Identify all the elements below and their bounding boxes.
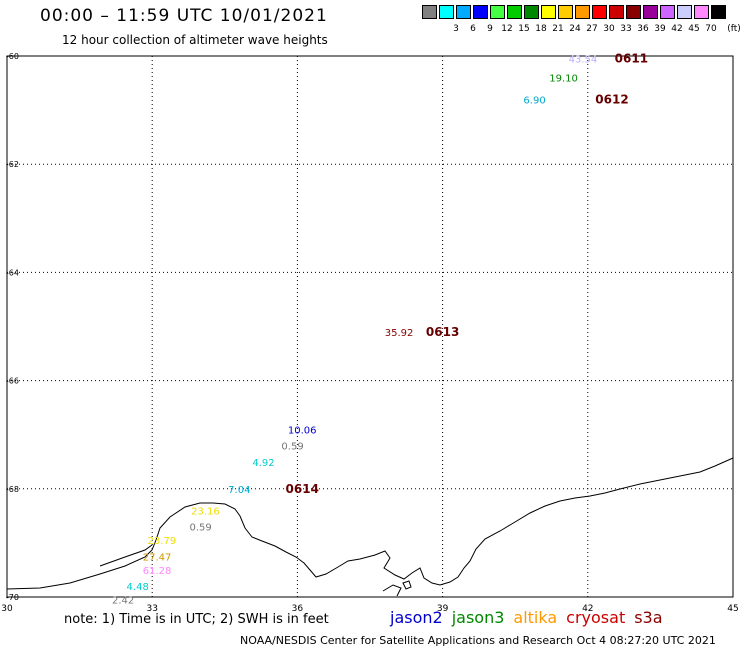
island-outline [402,580,412,590]
y-tick-label: -68 [6,485,19,494]
color-scale-tick: 18 [535,24,547,34]
swh-data-label: 23.79 [148,536,177,547]
color-scale-swatch [490,5,505,19]
ice-shelf-edge [99,544,153,567]
color-scale-tick: 27 [586,24,598,34]
swh-data-label: 6.90 [523,95,545,106]
color-scale-swatch [473,5,488,19]
coastline [6,457,734,590]
color-scale-unit: (ft) [727,24,740,34]
x-tick-label: 42 [582,604,593,614]
color-scale-swatch [643,5,658,19]
color-scale-swatch [422,5,437,19]
y-tick-label: -64 [6,268,19,277]
swh-data-label: 27.47 [143,552,172,563]
swh-data-label: 35.92 [385,328,414,339]
color-scale-swatch [507,5,522,19]
color-scale-tick: 33 [620,24,632,34]
plot-frame [6,55,734,598]
units-note: note: 1) Time is in UTC; 2) SWH is in fe… [64,612,329,627]
swh-data-label: 7.04 [228,485,250,496]
y-tick-label: -60 [6,52,19,61]
color-scale-tick: 36 [637,24,649,34]
legend-entry-s3a: s3a [634,608,663,627]
legend-entry-jason2: jason2 [390,608,443,627]
color-scale-tick: 21 [552,24,564,34]
swh-data-label: 2.42 [112,596,134,607]
swh-data-label: 4.48 [127,582,149,593]
color-scale-swatch [609,5,624,19]
credit-line: NOAA/NESDIS Center for Satellite Applica… [240,634,716,647]
swh-data-label: 10.06 [288,425,317,436]
y-tick-label: -70 [6,593,19,602]
color-scale-tick: 3 [453,24,459,34]
swh-data-label: 0.59 [189,523,211,534]
legend-entry-jason3: jason3 [451,608,505,627]
color-scale-swatch [592,5,607,19]
color-scale-swatch [677,5,692,19]
color-scale-swatch [694,5,709,19]
color-scale-swatch [524,5,539,19]
satellite-legend: jason2 jason3 altika cryosat s3a [390,608,672,627]
color-scale-tick: 39 [654,24,666,34]
x-tick-label: 33 [146,604,157,614]
color-scale-swatch [439,5,454,19]
color-scale-tick: 70 [705,24,717,34]
swh-data-label: 43.54 [569,55,598,66]
x-tick-label: 39 [437,604,449,614]
color-scale-swatch [575,5,590,19]
color-scale-tick: 42 [671,24,683,34]
color-scale-swatch [456,5,471,19]
swh-data-label: 19.10 [549,74,578,85]
swh-data-label: 61.28 [143,566,172,577]
y-tick-label: -66 [6,377,19,386]
color-scale-tick: 6 [470,24,476,34]
color-scale-tick: 24 [569,24,581,34]
legend-entry-altika: altika [513,608,558,627]
color-scale-tick: 12 [501,24,513,34]
color-scale-tick: 30 [603,24,615,34]
x-tick-label: 36 [292,604,304,614]
color-scale-swatch [541,5,556,19]
chart-subtitle: 12 hour collection of altimeter wave hei… [62,33,328,47]
pass-time-label: 0614 [286,482,319,496]
pass-time-label: 0613 [426,325,459,339]
color-scale-swatch [558,5,573,19]
swh-data-label: 23.16 [191,506,220,517]
color-scale-swatch [711,5,726,19]
x-tick-label: 45 [727,604,738,614]
y-tick-label: -62 [6,160,19,169]
color-scale-swatch [660,5,675,19]
pass-time-label: 0612 [595,92,628,106]
swh-data-label: 4.92 [252,458,274,469]
color-scale-swatch [626,5,641,19]
pass-time-label: 0611 [615,52,648,66]
color-scale-tick: 45 [688,24,700,34]
x-tick-label: 30 [1,604,13,614]
island-outline [382,584,402,597]
chart-title: 00:00 – 11:59 UTC 10/01/2021 [40,6,328,26]
color-scale-tick: 9 [487,24,493,34]
legend-entry-cryosat: cryosat [566,608,626,627]
swh-data-label: 0.59 [281,442,303,453]
color-scale-tick: 15 [518,24,530,34]
